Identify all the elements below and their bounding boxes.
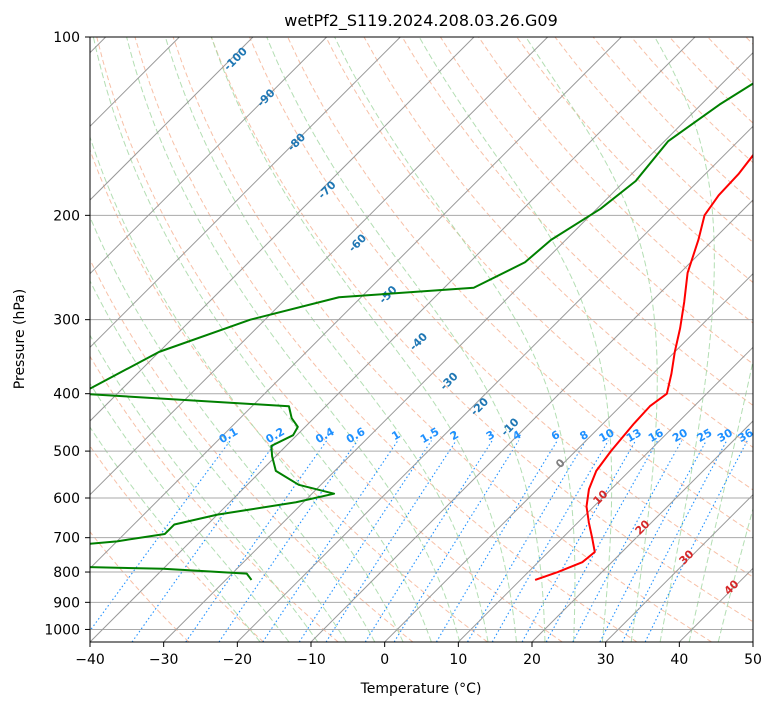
x-tick-label: 30 <box>597 652 615 668</box>
moist-adiabat <box>90 382 290 642</box>
x-tick-label: 0 <box>380 652 389 668</box>
dry-adiabat <box>134 37 638 642</box>
isotherm-gridline <box>90 37 254 201</box>
moist-adiabat <box>90 426 261 642</box>
mixing-ratio-line <box>185 440 328 642</box>
dry-adiabat <box>172 37 712 642</box>
mixing-ratio-line <box>572 440 683 642</box>
moist-adiabat <box>525 37 658 642</box>
isotherm-gridline <box>236 125 753 642</box>
y-tick-label: 500 <box>53 444 80 460</box>
x-tick-label: 10 <box>449 652 467 668</box>
moist-adiabat <box>164 37 489 642</box>
chart-title: wetPf2_S119.2024.208.03.26.G09 <box>284 11 558 31</box>
y-tick-label: 700 <box>53 531 80 547</box>
mixing-ratio-line <box>644 440 748 642</box>
isotherm-gridline <box>90 37 475 422</box>
x-tick-label: 20 <box>523 652 541 668</box>
dry-adiabat <box>439 37 753 365</box>
mixing-ratio-line <box>325 440 457 642</box>
dry-adiabat <box>325 37 753 491</box>
moist-adiabat <box>334 37 576 642</box>
mixing-ratio-line <box>467 440 587 642</box>
profile-lines <box>90 82 753 581</box>
y-tick-label: 300 <box>53 313 80 329</box>
isotherm-gridline <box>457 346 753 642</box>
moist-adiabat <box>688 358 753 642</box>
dry-adiabat <box>401 37 753 406</box>
mixing-ratio-line <box>435 440 558 642</box>
dry-adiabat <box>516 37 753 284</box>
y-tick-label: 800 <box>53 565 80 581</box>
dry-adiabat <box>90 531 190 642</box>
x-tick-label: −20 <box>223 652 253 668</box>
y-tick-label: 600 <box>53 491 80 507</box>
mixing-ratio-line <box>131 440 278 642</box>
x-axis-label: Temperature (°C) <box>360 681 482 697</box>
dry-adiabat <box>90 148 488 642</box>
mixing-ratio-line <box>90 440 231 632</box>
plot-frame <box>89 36 754 643</box>
isotherm-gridline <box>90 37 401 349</box>
mixing-ratio-line <box>364 440 493 642</box>
isotherm-gridline <box>90 37 328 275</box>
mixing-ratio-line <box>262 440 399 642</box>
background-lines <box>90 37 753 642</box>
isotherm-gridline <box>90 37 696 642</box>
moist-adiabat <box>418 37 613 642</box>
moist-adiabat <box>90 334 319 642</box>
isotherm-gridline <box>310 199 753 642</box>
dry-adiabat <box>249 37 753 578</box>
mixing-ratio-line <box>545 440 659 642</box>
x-tick-label: 50 <box>744 652 762 668</box>
isotherm-gridline <box>163 51 753 642</box>
dewpoint-profile-line <box>90 82 753 581</box>
y-tick-label: 400 <box>53 387 80 403</box>
dry-adiabat <box>90 445 264 642</box>
x-tick-label: −30 <box>149 652 179 668</box>
y-tick-label: 100 <box>53 30 80 46</box>
moist-adiabat <box>210 37 517 642</box>
moist-adiabat <box>92 37 432 642</box>
dry-adiabat <box>90 355 339 642</box>
isotherm-gridline <box>531 420 753 642</box>
isotherm-gridline <box>605 493 753 642</box>
y-axis-label: Pressure (hPa) <box>12 289 28 389</box>
y-tick-label: 200 <box>53 208 80 224</box>
y-tick-label: 900 <box>53 595 80 611</box>
y-tick-label: 1000 <box>44 622 80 638</box>
moist-adiabat <box>90 135 404 642</box>
moist-adiabat <box>90 215 376 642</box>
mixing-ratio-line <box>298 440 432 642</box>
mixing-ratio-label: 36 <box>736 426 756 445</box>
mixing-ratio-line <box>218 440 358 642</box>
dry-adiabat <box>210 37 753 623</box>
moist-adiabat <box>654 37 715 642</box>
temperature-profile-line <box>534 153 753 581</box>
moist-adiabat <box>126 37 461 642</box>
mixing-ratio-line <box>521 440 637 642</box>
axis-ticks: −40 −30 −20 −10 0 10 20 30 40 50 100 200 300 400 500 60… <box>44 30 762 668</box>
moist-adiabat <box>266 37 546 642</box>
isotherm-gridline <box>90 37 549 496</box>
x-tick-label: −40 <box>75 652 105 668</box>
dry-adiabat <box>96 37 563 642</box>
x-tick-label: −10 <box>296 652 326 668</box>
isotherm-gridline <box>384 272 753 642</box>
x-tick-label: 40 <box>670 652 688 668</box>
